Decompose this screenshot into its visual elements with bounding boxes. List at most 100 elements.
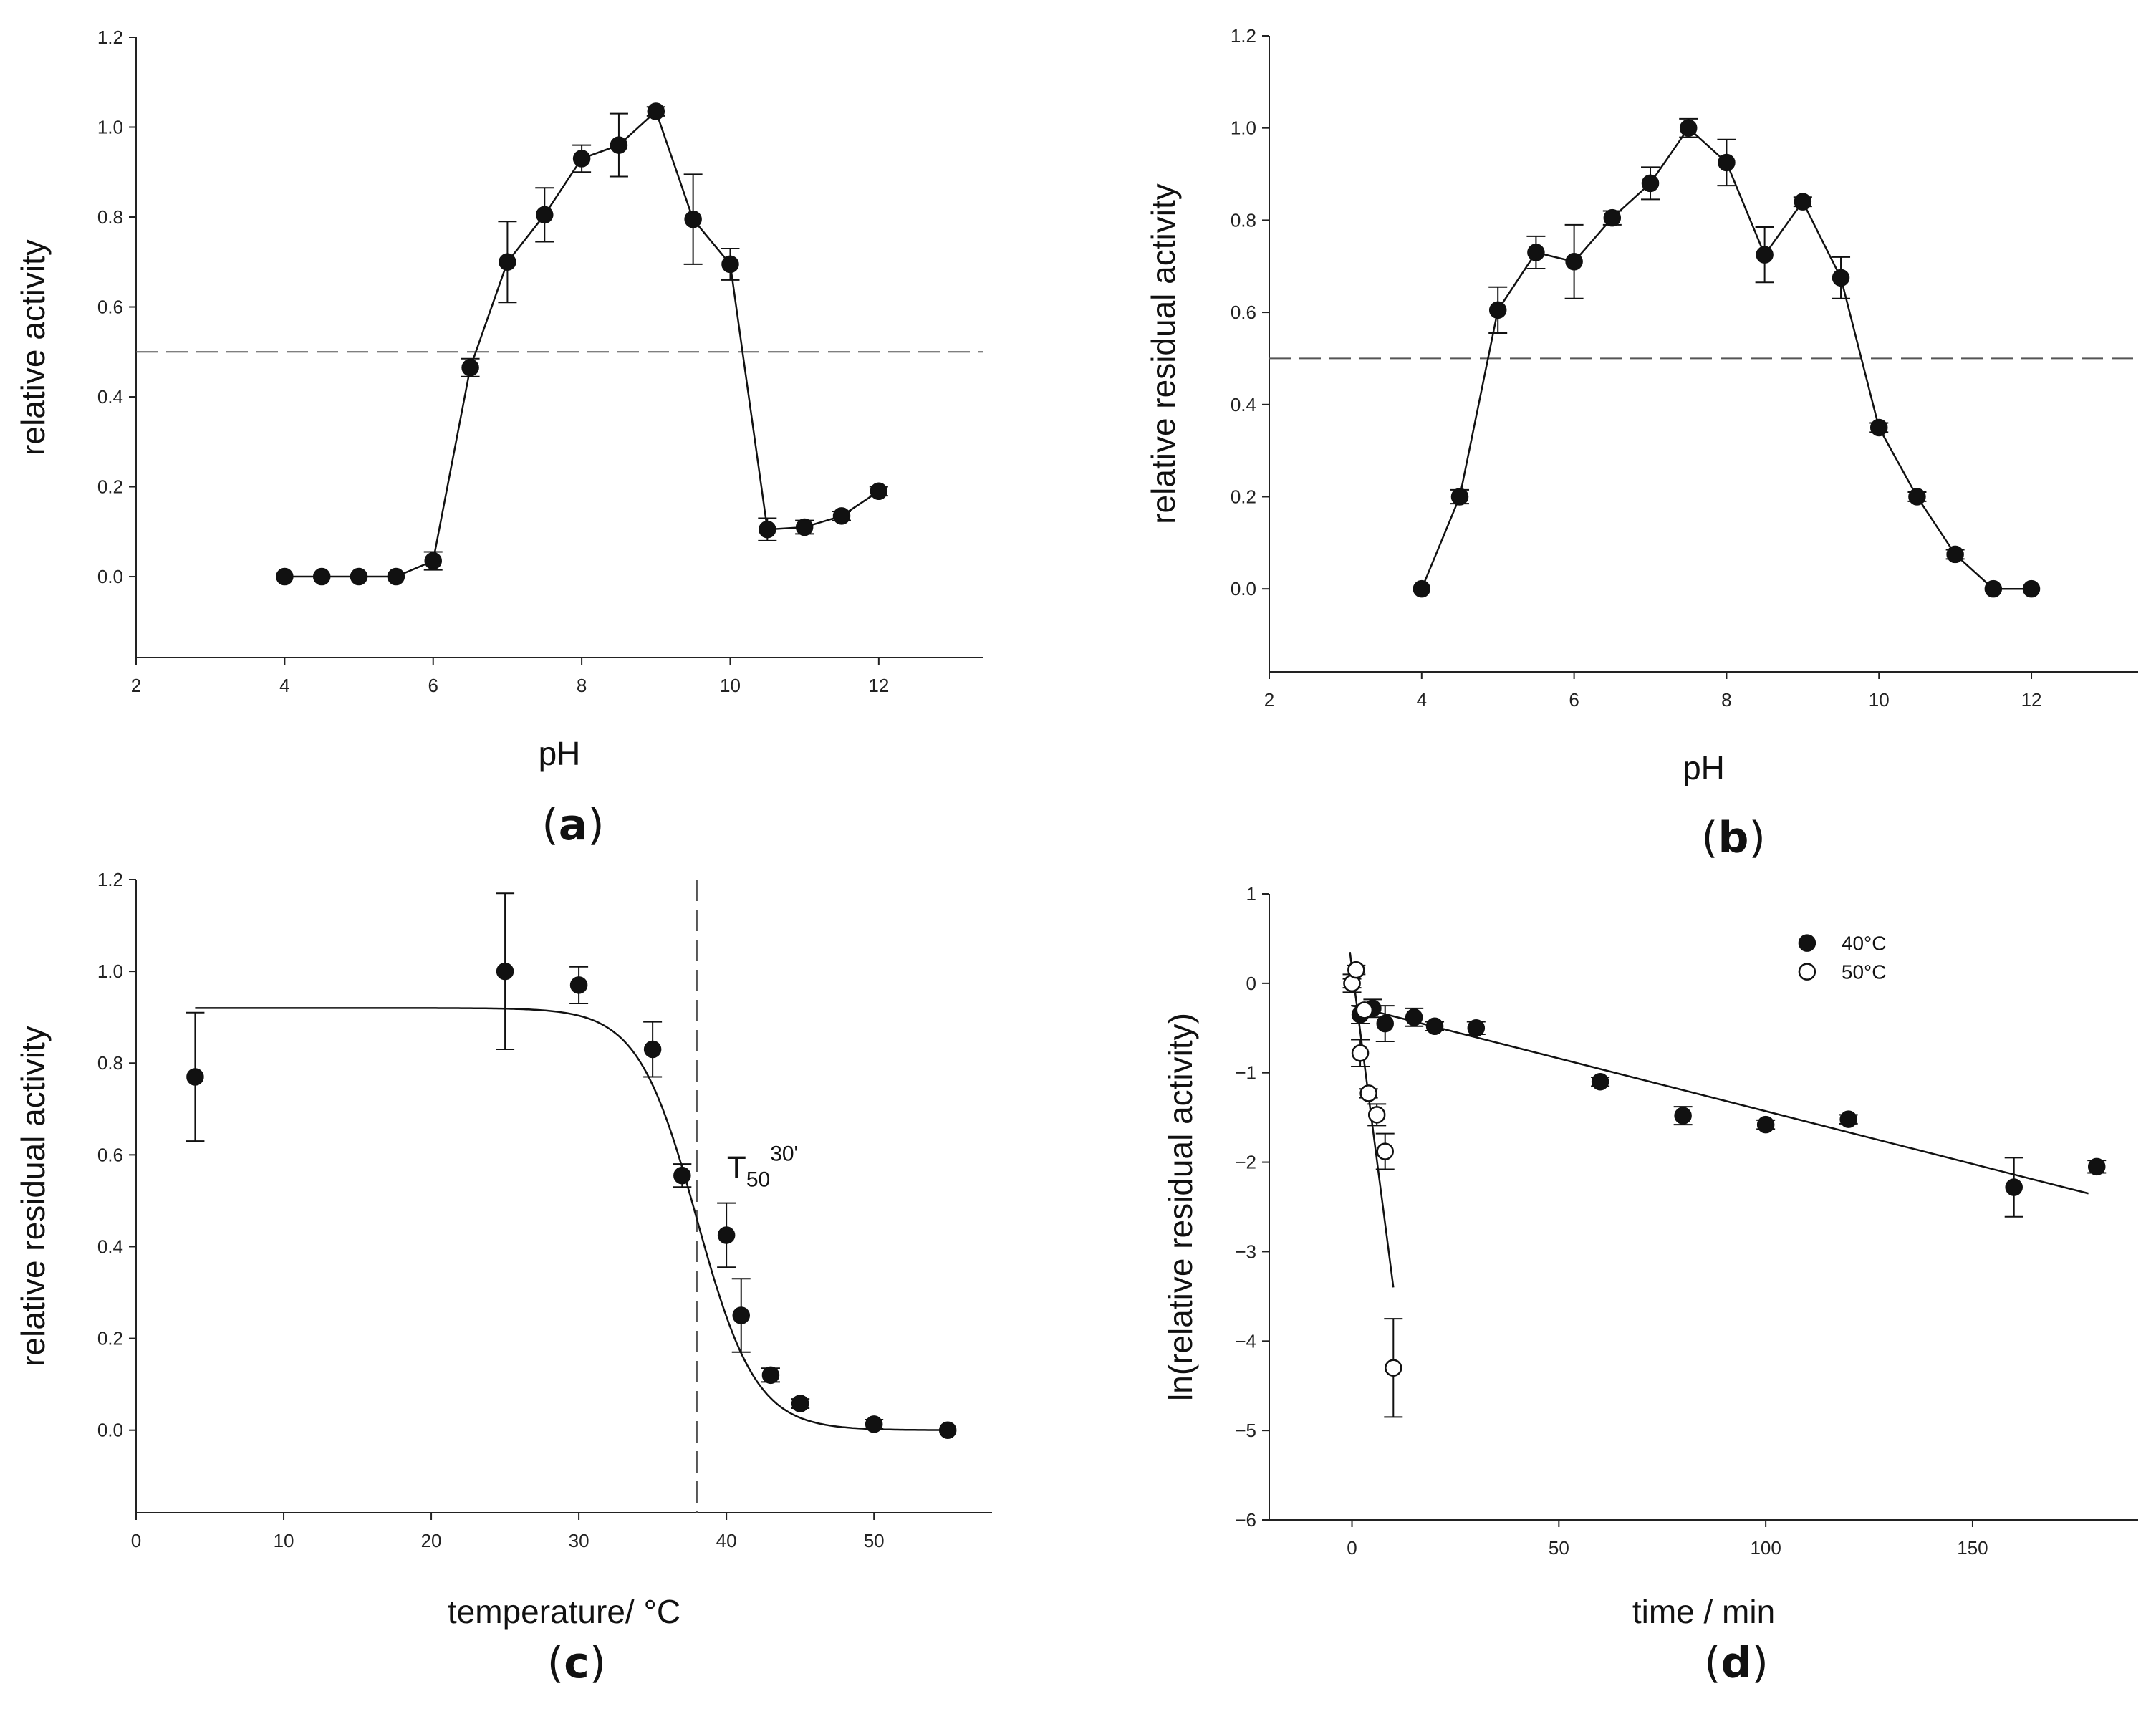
data-point-d-50-c [1376, 1142, 1394, 1160]
panel-label-d: (d) [1704, 1638, 1768, 1688]
data-point-a-relative-activity [721, 255, 739, 274]
y-tick-label-b: 1.2 [1231, 25, 1256, 47]
panel-label-c: (c) [547, 1638, 606, 1688]
data-point-a-relative-activity [312, 567, 331, 586]
y-tick-label-b: 0.8 [1231, 209, 1256, 231]
data-point-a-relative-activity [647, 102, 665, 120]
y-axis-title-b: relative residual activity [1145, 183, 1182, 524]
y-tick-label-d: 1 [1246, 883, 1256, 905]
data-point-a-relative-activity [832, 507, 851, 525]
x-tick-label-a: 2 [131, 675, 141, 696]
data-point-b-relative-residual-activity [1718, 153, 1736, 172]
data-point-b-relative-residual-activity [1908, 488, 1926, 506]
y-tick-label-c: 1.0 [97, 961, 123, 982]
y-tick-label-a: 0.6 [97, 297, 123, 318]
y-axis-title-c: relative residual activity [14, 1026, 52, 1367]
panel-b: 0.0 0.2 0.4 0.6 0.8 1.0 1.2 2 4 6 8 10 12 pH relative … [1145, 25, 2138, 863]
annotation-t50: T5030' [727, 1142, 798, 1191]
data-point-b-relative-residual-activity [1413, 579, 1431, 598]
data-point-b-relative-residual-activity [1679, 119, 1698, 137]
y-tick-label-d: −1 [1235, 1062, 1256, 1084]
y-tick-label-a: 0.2 [97, 476, 123, 498]
data-point-b-relative-residual-activity [1488, 301, 1507, 319]
y-tick-label-b: 0.2 [1231, 486, 1256, 507]
data-point-d-40-c [1405, 1008, 1423, 1026]
data-point-c-residual-activity [496, 962, 514, 981]
y-tick-label-d: −3 [1235, 1241, 1256, 1262]
data-point-b-relative-residual-activity [1869, 418, 1888, 437]
data-point-d-50-c [1347, 961, 1365, 979]
data-point-d-40-c [1674, 1107, 1692, 1125]
data-point-c-residual-activity [791, 1395, 809, 1412]
y-tick-label-b: 0.0 [1231, 578, 1256, 600]
data-point-c-residual-activity [865, 1415, 883, 1433]
y-tick-label-c: 0.2 [97, 1328, 123, 1349]
y-tick-label-d: 0 [1246, 973, 1256, 994]
x-tick-label-d: 150 [1957, 1537, 1988, 1559]
data-point-c-residual-activity [732, 1306, 750, 1324]
fit-line-d-40-c [1352, 1004, 2089, 1195]
data-point-c-residual-activity [717, 1226, 736, 1244]
y-tick-label-a: 0.4 [97, 386, 123, 408]
data-point-d-40-c [1376, 1014, 1394, 1033]
data-point-b-relative-residual-activity [1450, 488, 1469, 506]
y-tick-label-d: −2 [1235, 1152, 1256, 1173]
x-axis-title-b: pH [1683, 749, 1725, 786]
data-point-d-40-c [1756, 1115, 1775, 1134]
legend-marker-40c [1798, 934, 1816, 952]
y-tick-label-b: 1.0 [1231, 117, 1256, 139]
data-point-d-40-c [1839, 1110, 1857, 1128]
data-point-a-relative-activity [536, 206, 554, 224]
data-point-c-residual-activity [673, 1166, 691, 1185]
y-tick-label-c: 0.8 [97, 1052, 123, 1074]
x-tick-label-d: 100 [1750, 1537, 1781, 1559]
x-tick-label-d: 0 [1347, 1537, 1357, 1559]
panel-label-b: (b) [1701, 813, 1766, 863]
x-tick-label-c: 0 [131, 1530, 141, 1551]
data-point-b-relative-residual-activity [1832, 269, 1850, 287]
legend-label-50c: 50°C [1842, 961, 1887, 983]
y-tick-label-c: 1.2 [97, 869, 123, 890]
y-tick-label-a: 0.8 [97, 206, 123, 228]
x-tick-label-b: 8 [1721, 689, 1731, 711]
data-point-b-relative-residual-activity [1641, 174, 1660, 193]
data-point-d-40-c [1591, 1072, 1609, 1091]
legend-marker-50c [1798, 963, 1816, 981]
data-point-c-residual-activity [643, 1040, 662, 1059]
data-point-c-residual-activity [761, 1366, 780, 1385]
x-tick-label-a: 12 [868, 675, 889, 696]
data-point-d-50-c [1355, 1001, 1374, 1019]
data-point-d-50-c [1385, 1359, 1402, 1377]
data-point-a-relative-activity [759, 520, 776, 539]
data-point-d-40-c [1467, 1019, 1486, 1037]
data-point-a-relative-activity [795, 518, 814, 536]
panel-d: −6 −5 −4 −3 −2 −1 0 1 0 50 100 150 time / min ln(rela… [1162, 883, 2138, 1688]
y-tick-label-b: 0.6 [1231, 302, 1256, 323]
panel-label-a: (a) [542, 800, 604, 850]
data-point-a-relative-activity [276, 567, 294, 586]
data-point-b-relative-residual-activity [1756, 246, 1774, 264]
x-tick-label-b: 2 [1264, 689, 1274, 711]
data-point-d-50-c [1359, 1084, 1377, 1102]
data-point-b-relative-residual-activity [1794, 193, 1812, 211]
x-axis-title-d: time / min [1632, 1593, 1775, 1630]
y-tick-label-a: 1.2 [97, 27, 123, 48]
data-point-d-40-c [2087, 1157, 2106, 1176]
data-point-b-relative-residual-activity [1603, 208, 1622, 227]
x-tick-label-d: 50 [1549, 1537, 1569, 1559]
data-point-a-relative-activity [499, 253, 516, 271]
data-point-d-50-c [1351, 1044, 1370, 1062]
y-axis-title-a: relative activity [14, 239, 52, 456]
data-point-d-50-c [1367, 1106, 1386, 1124]
data-point-b-relative-residual-activity [1527, 244, 1545, 261]
data-point-c-residual-activity [569, 976, 588, 994]
data-point-a-relative-activity [870, 482, 888, 501]
x-tick-label-a: 8 [577, 675, 587, 696]
x-tick-label-c: 50 [864, 1530, 885, 1551]
x-tick-label-c: 30 [569, 1530, 589, 1551]
x-tick-label-c: 20 [421, 1530, 442, 1551]
data-point-b-relative-residual-activity [1565, 253, 1583, 271]
data-point-b-relative-residual-activity [2022, 579, 2041, 598]
x-axis-title-a: pH [539, 735, 581, 772]
